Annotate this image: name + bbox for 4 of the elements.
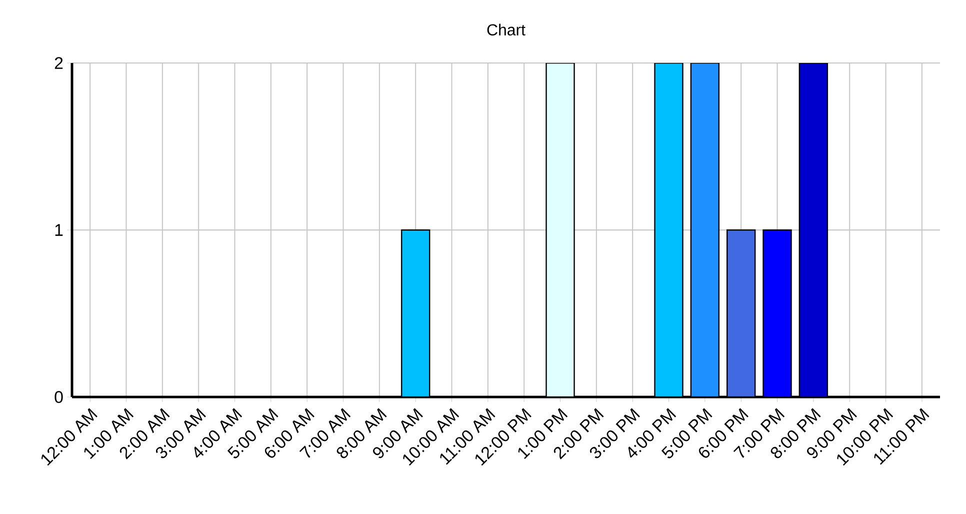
chart-title: Chart [487, 24, 526, 36]
y-tick-label: 0 [54, 391, 63, 403]
y-tick-label: 1 [55, 224, 63, 236]
y-tick-label: 2 [54, 57, 63, 69]
